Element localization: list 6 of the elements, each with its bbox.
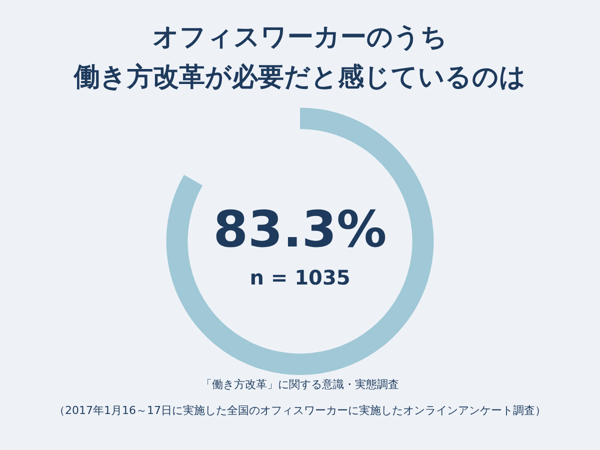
text: （2017年1月16～17日に実施した全国のオフィスワーカーに実施したオンラインアンケート調査） [54,404,546,417]
chart-subtitle: 働き方改革が必要だと感じているのは [73,62,526,92]
chart-title: オフィスワーカーのうち [152,22,448,53]
data-label: 83.3% [213,200,387,258]
text: n = 1035 [250,266,350,290]
text: 「働き方改革」に関する意識・実態調査 [201,378,399,391]
